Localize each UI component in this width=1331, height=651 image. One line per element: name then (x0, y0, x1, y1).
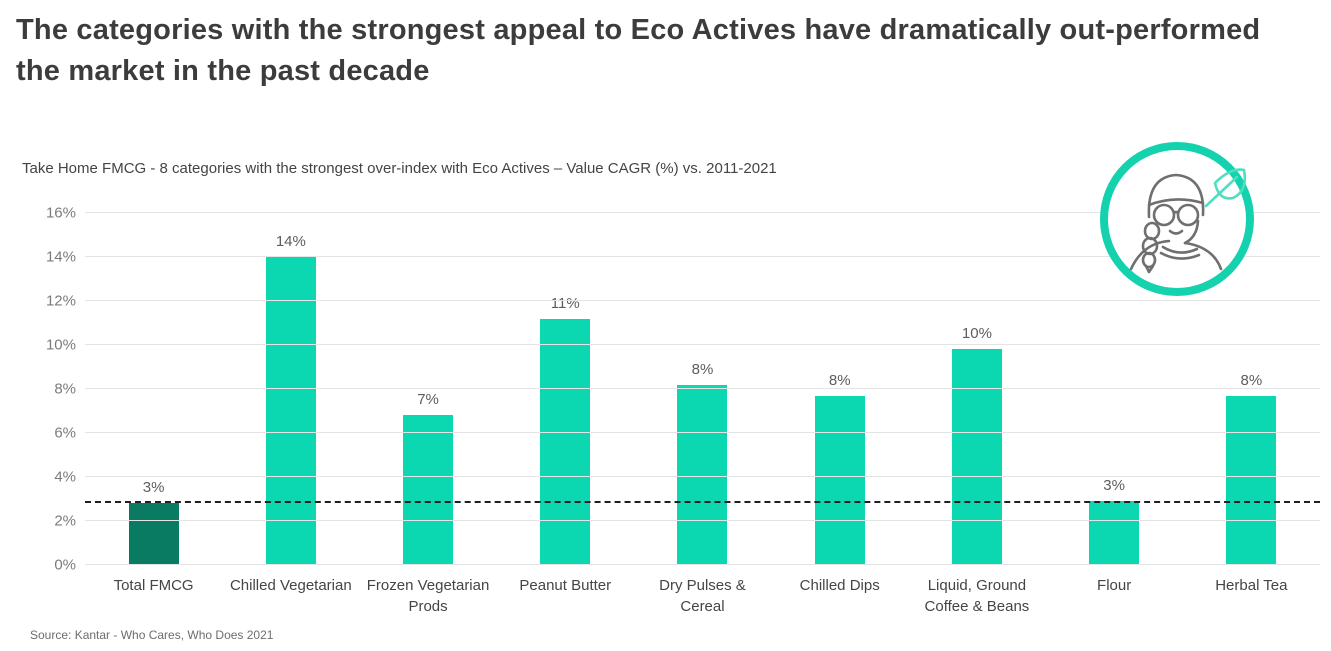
gridline (85, 300, 1320, 301)
bar-total-fmcg (128, 503, 179, 565)
bar-group-frozen-vegetarian-prods: 7% (359, 213, 496, 565)
y-axis-tick-label: 0% (54, 556, 76, 574)
bar-group-flour: 3% (1046, 213, 1183, 565)
bar-dry-pulses-cereal (677, 384, 728, 565)
bar-group-dry-pulses-cereal: 8% (634, 213, 771, 565)
bar-herbal-tea (1226, 395, 1277, 565)
x-axis-label-total-fmcg: Total FMCG (113, 577, 194, 594)
y-axis-tick-label: 2% (54, 512, 76, 530)
bar-group-chilled-dips: 8% (771, 213, 908, 565)
person-icon (1129, 173, 1223, 274)
y-axis-tick-label: 8% (54, 380, 76, 398)
y-axis-tick-label: 14% (45, 248, 76, 266)
gridline (85, 520, 1320, 521)
gridline (85, 432, 1320, 433)
x-axis-label-chilled-vegetarian: Chilled Vegetarian (229, 577, 352, 594)
gridline (85, 212, 1320, 213)
x-axis-label-frozen-vegetarian-prods: Frozen Vegetarian Prods (366, 577, 490, 615)
bar-value-label: 7% (417, 391, 439, 409)
bars-row: 3% 14% 7% 11% 8% 8% 10% 3% 8% (85, 213, 1320, 565)
gridline (85, 564, 1320, 565)
x-axis-labels: Total FMCG Chilled Vegetarian Frozen Veget… (85, 575, 1320, 617)
y-axis-tick-label: 16% (45, 204, 76, 222)
x-axis-label-peanut-butter: Peanut Butter (519, 577, 612, 594)
bar-liquid-ground-coffee-beans (951, 349, 1002, 565)
gridline (85, 344, 1320, 345)
bar-value-label: 10% (961, 325, 992, 343)
bar-chilled-vegetarian (265, 257, 316, 565)
y-axis-tick-label: 6% (54, 424, 76, 442)
bar-value-label: 3% (142, 479, 165, 497)
benchmark-dashed-line (85, 501, 1320, 504)
chart-subtitle: Take Home FMCG - 8 categories with the s… (22, 160, 777, 177)
bar-value-label: 14% (275, 233, 306, 250)
bar-group-peanut-butter: 11% (497, 213, 634, 565)
gridline (85, 256, 1320, 257)
y-axis-tick-label: 4% (54, 468, 76, 486)
bar-peanut-butter (540, 318, 591, 565)
leaf-icon (1204, 168, 1247, 208)
gridline (85, 476, 1320, 477)
source-note: Source: Kantar - Who Cares, Who Does 202… (30, 628, 274, 642)
page-title: The categories with the strongest appeal… (16, 14, 1261, 88)
bar-group-chilled-vegetarian: 14% (222, 213, 359, 565)
gridline (85, 388, 1320, 389)
bar-value-label: 8% (828, 371, 851, 389)
x-axis-label-liquid-ground-coffee-beans: Liquid, Ground Coffee & Beans (924, 577, 1030, 615)
bar-value-label: 3% (1103, 477, 1125, 495)
bar-flour (1089, 501, 1140, 565)
x-axis-label-flour: Flour (1097, 577, 1132, 594)
bar-chilled-dips (814, 395, 865, 565)
badge-ring-icon (1100, 142, 1254, 296)
bar-value-label: 11% (550, 294, 580, 312)
bar-group-liquid-ground-coffee-beans: 10% (908, 213, 1045, 565)
bar-value-label: 8% (691, 360, 714, 378)
bar-group-total-fmcg: 3% (85, 213, 222, 565)
x-axis-label-herbal-tea: Herbal Tea (1215, 577, 1288, 594)
y-axis-tick-label: 12% (45, 292, 76, 310)
x-axis-label-dry-pulses-cereal: Dry Pulses & Cereal (659, 577, 746, 615)
bar-frozen-vegetarian-prods (403, 415, 454, 565)
bar-chart-plot-area: 3% 14% 7% 11% 8% 8% 10% 3% 8% (85, 212, 1320, 565)
bar-group-herbal-tea: 8% (1183, 213, 1320, 565)
y-axis: 0% 2% 4% 6% 8% 10% 12% 14% 16% (18, 205, 76, 574)
x-axis-label-chilled-dips: Chilled Dips (799, 577, 880, 594)
y-axis-tick-label: 10% (45, 336, 76, 354)
eco-actives-badge-icon (1100, 142, 1254, 296)
bar-value-label: 8% (1240, 371, 1263, 389)
